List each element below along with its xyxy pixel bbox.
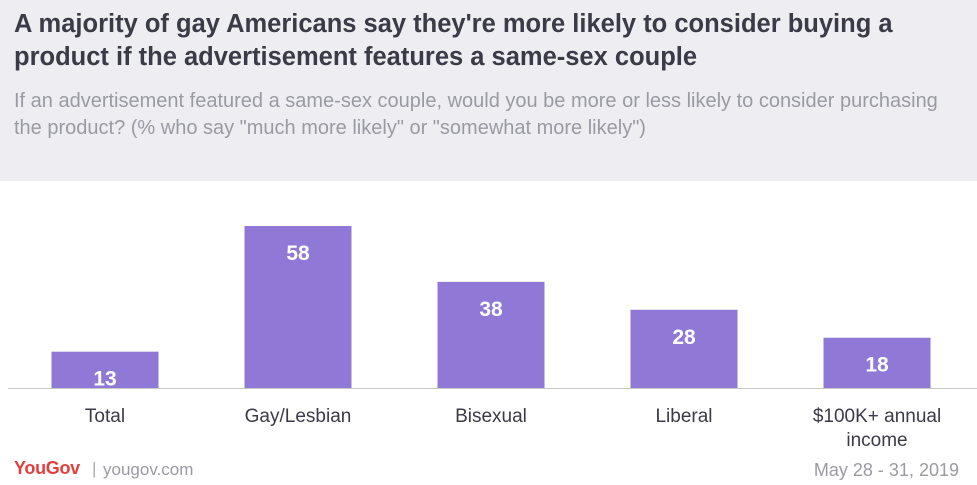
data-label: 38	[479, 298, 503, 321]
chart-subtitle: If an advertisement featured a same-sex …	[14, 90, 938, 139]
bar	[823, 337, 931, 388]
data-label: 18	[865, 354, 889, 377]
bar	[51, 351, 159, 388]
bar	[437, 281, 545, 388]
footer-separator: |	[92, 459, 97, 478]
footer-site-link[interactable]: yougov.com	[103, 460, 194, 479]
category-label: Gay/Lesbian	[245, 406, 352, 427]
yougov-logo: YouGov	[14, 458, 80, 478]
bar	[630, 309, 738, 388]
category-label: Liberal	[655, 406, 712, 427]
category-label: Bisexual	[455, 406, 527, 427]
data-label: 58	[286, 242, 310, 265]
chart-title: A majority of gay Americans say they're …	[14, 10, 893, 71]
survey-date: May 28 - 31, 2019	[813, 460, 959, 480]
data-label: 13	[93, 368, 116, 391]
category-label: Total	[85, 406, 125, 427]
bar	[244, 226, 352, 388]
header-panel: A majority of gay Americans say they're …	[0, 0, 977, 181]
data-label: 28	[672, 326, 696, 349]
category-label: $100K+ annual income	[813, 406, 941, 451]
